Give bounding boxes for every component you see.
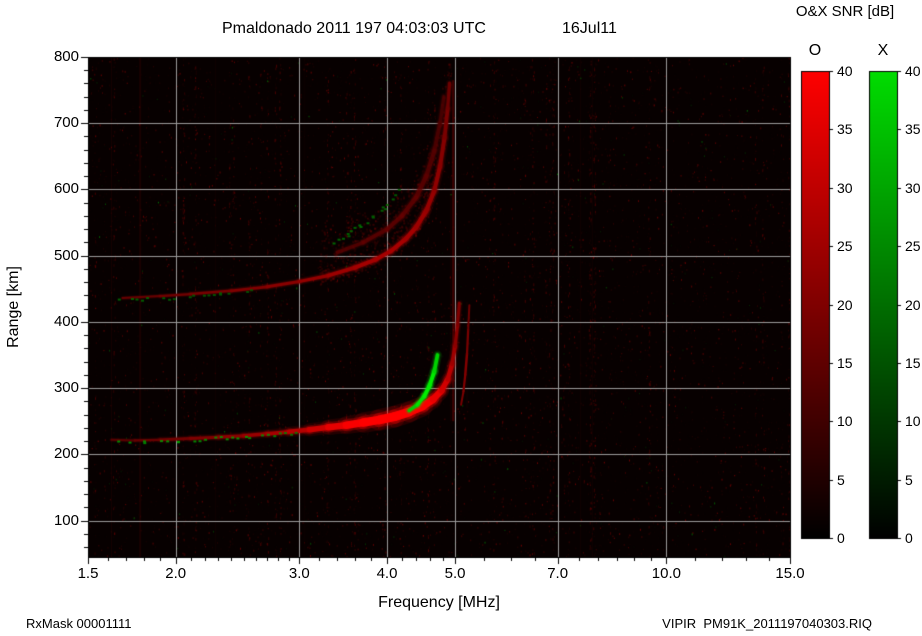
colorbar-tick-label: 15 [837, 354, 853, 371]
x-tick-label: 10.0 [651, 565, 681, 582]
filename-label: VIPIR PM91K_2011197040303.RIQ [662, 616, 872, 631]
colorbar-tick-label: 40 [905, 63, 921, 79]
colorbar-x-label: X [877, 42, 889, 59]
y-tick-label: 400 [53, 312, 79, 330]
x-tick-label: 3.0 [288, 565, 310, 582]
colorbar-tick-label: 25 [837, 238, 853, 255]
y-tick-label: 700 [53, 114, 79, 132]
x-axis-label: Frequency [MHz] [378, 594, 500, 611]
colorbar-tick-label: 0 [905, 530, 913, 546]
x-tick-label: 4.0 [376, 565, 398, 582]
colorbar-tick-label: 35 [905, 121, 921, 138]
colorbar-tick-label: 5 [905, 471, 913, 488]
x-tick-label: 15.0 [775, 565, 805, 582]
colorbar-tick-label: 35 [837, 121, 853, 138]
colorbar-title: O&X SNR [dB] [795, 3, 895, 20]
colorbar-o-label: O [808, 42, 822, 59]
colorbar-tick-label: 5 [837, 471, 845, 488]
x-tick-label: 1.5 [77, 565, 99, 582]
colorbar-tick-label: 10 [837, 413, 853, 430]
x-tick-label: 7.0 [547, 565, 569, 582]
y-tick-label: 600 [53, 180, 79, 198]
colorbar-tick-label: 10 [905, 413, 921, 430]
y-tick-label: 500 [53, 246, 79, 264]
colorbar-tick-label: 15 [905, 354, 921, 371]
colorbar-tick-label: 25 [905, 238, 921, 255]
y-axis-label: Range [km] [5, 266, 22, 348]
y-tick-label: 200 [53, 445, 79, 463]
rxmask-label: RxMask 00001111 [26, 616, 132, 631]
y-tick-label: 100 [53, 511, 79, 529]
date-label: 16Jul11 [562, 20, 617, 37]
x-tick-label: 2.0 [165, 565, 187, 582]
y-tick-label: 300 [53, 379, 79, 397]
colorbar-tick-label: 20 [837, 296, 853, 313]
colorbar-tick-label: 40 [837, 63, 853, 79]
colorbar-tick-label: 20 [905, 296, 921, 313]
colorbar-tick-label: 30 [905, 179, 921, 196]
y-tick-label: 800 [53, 48, 79, 65]
x-tick-label: 5.0 [444, 565, 466, 582]
colorbar-tick-label: 0 [837, 530, 845, 546]
page-title: Pmaldonado 2011 197 04:03:03 UTC [222, 20, 486, 37]
colorbar-tick-label: 30 [837, 179, 853, 196]
